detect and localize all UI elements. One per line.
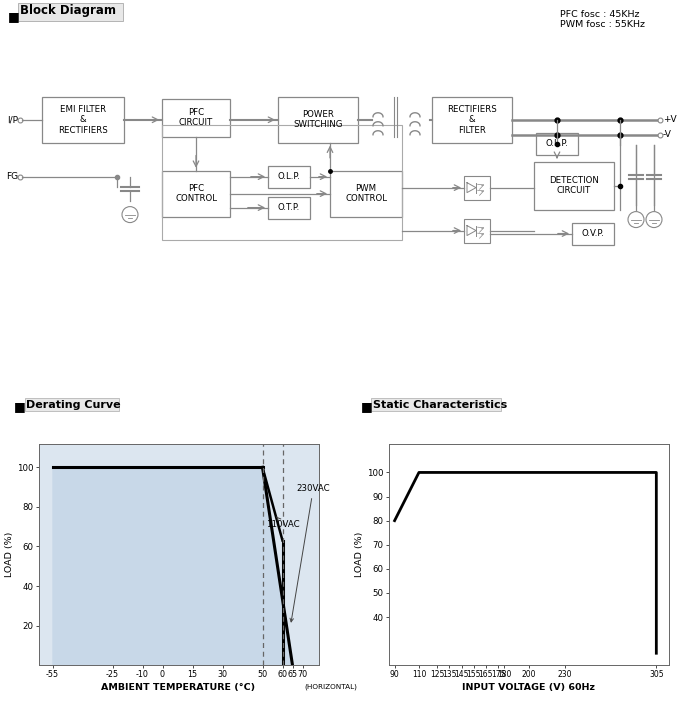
Bar <box>268 196 310 218</box>
Text: Derating Curve: Derating Curve <box>26 400 120 410</box>
Text: PFC fosc : 45KHz
PWM fosc : 55KHz: PFC fosc : 45KHz PWM fosc : 55KHz <box>560 10 645 30</box>
Text: Block Diagram: Block Diagram <box>20 4 116 18</box>
Bar <box>464 176 490 200</box>
Bar <box>18 3 123 21</box>
Bar <box>268 165 310 188</box>
Y-axis label: LOAD (%): LOAD (%) <box>356 532 365 577</box>
Bar <box>464 218 490 243</box>
X-axis label: AMBIENT TEMPERATURE (°C): AMBIENT TEMPERATURE (°C) <box>102 684 256 692</box>
Text: Static Characteristics: Static Characteristics <box>373 400 508 410</box>
Text: ■: ■ <box>14 400 26 413</box>
Bar <box>162 99 230 137</box>
Bar <box>42 97 124 143</box>
Bar <box>534 162 614 210</box>
Text: PWM
CONTROL: PWM CONTROL <box>345 184 387 203</box>
Text: RECTIFIERS
&
FILTER: RECTIFIERS & FILTER <box>447 105 497 134</box>
Y-axis label: LOAD (%): LOAD (%) <box>6 532 15 577</box>
Bar <box>572 222 614 244</box>
Text: 110VAC: 110VAC <box>267 517 300 529</box>
Bar <box>330 170 402 217</box>
Text: PFC
CONTROL: PFC CONTROL <box>175 184 217 203</box>
Text: O.V.P.: O.V.P. <box>582 229 604 238</box>
Bar <box>432 97 512 143</box>
Text: -V: -V <box>663 130 672 139</box>
Text: PFC
CIRCUIT: PFC CIRCUIT <box>179 108 213 127</box>
Text: ■: ■ <box>8 10 20 23</box>
Text: (HORIZONTAL): (HORIZONTAL) <box>304 683 358 690</box>
Bar <box>162 170 230 217</box>
Text: O.L.P.: O.L.P. <box>545 139 568 149</box>
Bar <box>278 97 358 143</box>
Text: I/P: I/P <box>7 115 18 125</box>
Text: 230VAC: 230VAC <box>290 484 330 622</box>
Bar <box>536 133 578 155</box>
Text: FG: FG <box>6 172 18 181</box>
Text: EMI FILTER
&
RECTIFIERS: EMI FILTER & RECTIFIERS <box>58 105 108 134</box>
Text: +V: +V <box>663 115 677 125</box>
Text: O.T.P.: O.T.P. <box>278 203 300 212</box>
Text: POWER
SWITCHING: POWER SWITCHING <box>293 110 343 130</box>
X-axis label: INPUT VOLTAGE (V) 60Hz: INPUT VOLTAGE (V) 60Hz <box>462 684 595 692</box>
Text: DETECTION
CIRCUIT: DETECTION CIRCUIT <box>549 176 599 195</box>
Text: O.L.P.: O.L.P. <box>278 172 300 181</box>
Bar <box>162 125 402 239</box>
Text: ■: ■ <box>360 400 372 413</box>
